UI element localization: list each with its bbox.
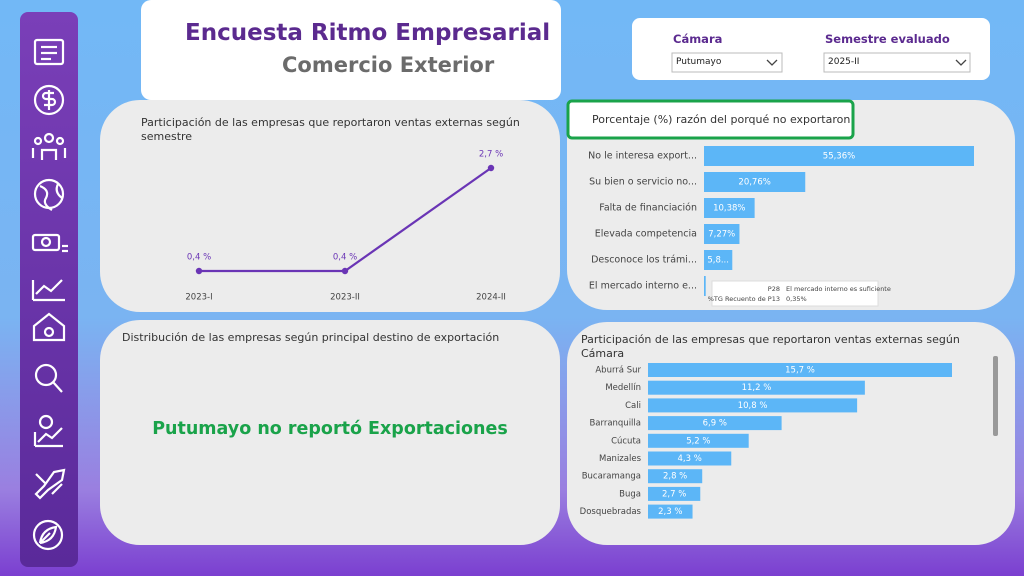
header-card: [141, 0, 561, 100]
data-label: 0,4 %: [187, 253, 211, 263]
icon-cash[interactable]: [31, 233, 61, 252]
x-tick-label: 2023-I: [185, 293, 212, 303]
line-card: [100, 100, 560, 312]
dropdown-camara[interactable]: [671, 52, 783, 73]
chart-title: Participación de las empresas que report…: [141, 116, 520, 143]
bar: [648, 380, 865, 395]
category-label: Dosquebradas: [580, 507, 642, 517]
bar: [704, 250, 733, 270]
chart-title: Participación de las empresas que report…: [581, 333, 960, 360]
data-label: 11,2 %: [742, 383, 772, 393]
bar: [648, 504, 693, 519]
icon-people[interactable]: [43, 132, 55, 144]
data-label: 10,8 %: [738, 401, 768, 411]
bar: [704, 146, 974, 166]
data-label: 55,36%: [823, 152, 855, 162]
data-label: 10,38%: [713, 204, 745, 214]
data-label: 2,8 %: [663, 472, 687, 482]
category-label: Medellín: [605, 383, 641, 393]
category-label: Elevada competencia: [595, 229, 697, 240]
header-subtitle: Comercio Exterior: [282, 53, 495, 77]
sidebar-icons: [31, 38, 68, 551]
icon-tools[interactable]: [34, 468, 66, 500]
bar: [704, 172, 806, 192]
point: [487, 164, 495, 172]
point: [195, 267, 203, 275]
tooltip-field: P28: [768, 285, 780, 293]
filter-label: Cámara: [673, 32, 723, 46]
icon-factory[interactable]: [32, 312, 66, 342]
filter-value: Putumayo: [676, 57, 722, 67]
category-label: Su bien o servicio no...: [589, 177, 697, 188]
category-label: Desconoce los trámi...: [591, 255, 697, 266]
data-label: 2,7 %: [662, 489, 686, 499]
icon-money[interactable]: [33, 84, 65, 116]
filter-value: 2025-II: [828, 57, 860, 67]
category-label: Cali: [625, 401, 641, 411]
filter-label: Semestre evaluado: [825, 32, 950, 46]
category-label: El mercado interno e...: [589, 281, 697, 292]
bar: [648, 363, 952, 377]
title-highlight: [566, 99, 855, 140]
bar: [704, 224, 740, 244]
data-label: 0,4 %: [333, 253, 357, 263]
category-label: Falta de financiación: [599, 203, 697, 214]
header-title: Encuesta Ritmo Empresarial: [185, 20, 551, 46]
message: Putumayo no reportó Exportaciones: [152, 419, 508, 439]
text-card: [100, 320, 560, 545]
icon-search[interactable]: [34, 363, 58, 387]
category-label: Bucaramanga: [582, 472, 641, 482]
icon-chart[interactable]: [31, 279, 65, 302]
category-label: Cúcuta: [611, 436, 641, 446]
point: [341, 267, 349, 275]
bar: [648, 398, 858, 413]
bar: [648, 433, 749, 448]
data-label: 5,8...: [707, 256, 729, 266]
data-label: 4,3 %: [677, 454, 701, 464]
category-label: No le interesa export...: [588, 151, 697, 162]
bar: [648, 486, 701, 501]
icon-report[interactable]: [33, 38, 65, 66]
data-label: 5,2 %: [686, 436, 710, 446]
category-label: Aburrá Sur: [595, 366, 641, 376]
tooltip: [711, 280, 879, 307]
chart-title: Porcentaje (%) razón del porqué no expor…: [592, 113, 851, 126]
x-tick-label: 2023-II: [330, 293, 360, 303]
dropdown-semestre[interactable]: [823, 52, 971, 73]
data-label: 2,7 %: [479, 150, 503, 160]
bar: [704, 198, 755, 218]
bar: [648, 416, 782, 431]
category-label: Barranquilla: [589, 419, 641, 429]
icon-growth[interactable]: [33, 427, 63, 448]
icon-leaf[interactable]: [32, 519, 64, 551]
bar: [648, 469, 703, 484]
category-label: Buga: [619, 489, 641, 499]
bar: [648, 451, 732, 466]
data-label: 6,9 %: [703, 419, 727, 429]
chart-title: Distribución de las empresas según princ…: [122, 331, 500, 344]
tooltip-measure: %TG Recuento de P13: [708, 295, 780, 303]
category-label: Manizales: [599, 454, 642, 464]
tooltip-category: El mercado interno es suficiente: [786, 285, 891, 293]
bar: [704, 276, 706, 296]
data-label: 15,7 %: [785, 366, 815, 376]
data-label: 20,76%: [738, 178, 770, 188]
data-label: 2,3 %: [658, 507, 682, 517]
data-label: 7,27%: [708, 230, 735, 240]
scrollbar[interactable]: [993, 356, 998, 436]
x-tick-label: 2024-II: [476, 293, 506, 303]
tooltip-value: 0,35%: [786, 295, 807, 303]
